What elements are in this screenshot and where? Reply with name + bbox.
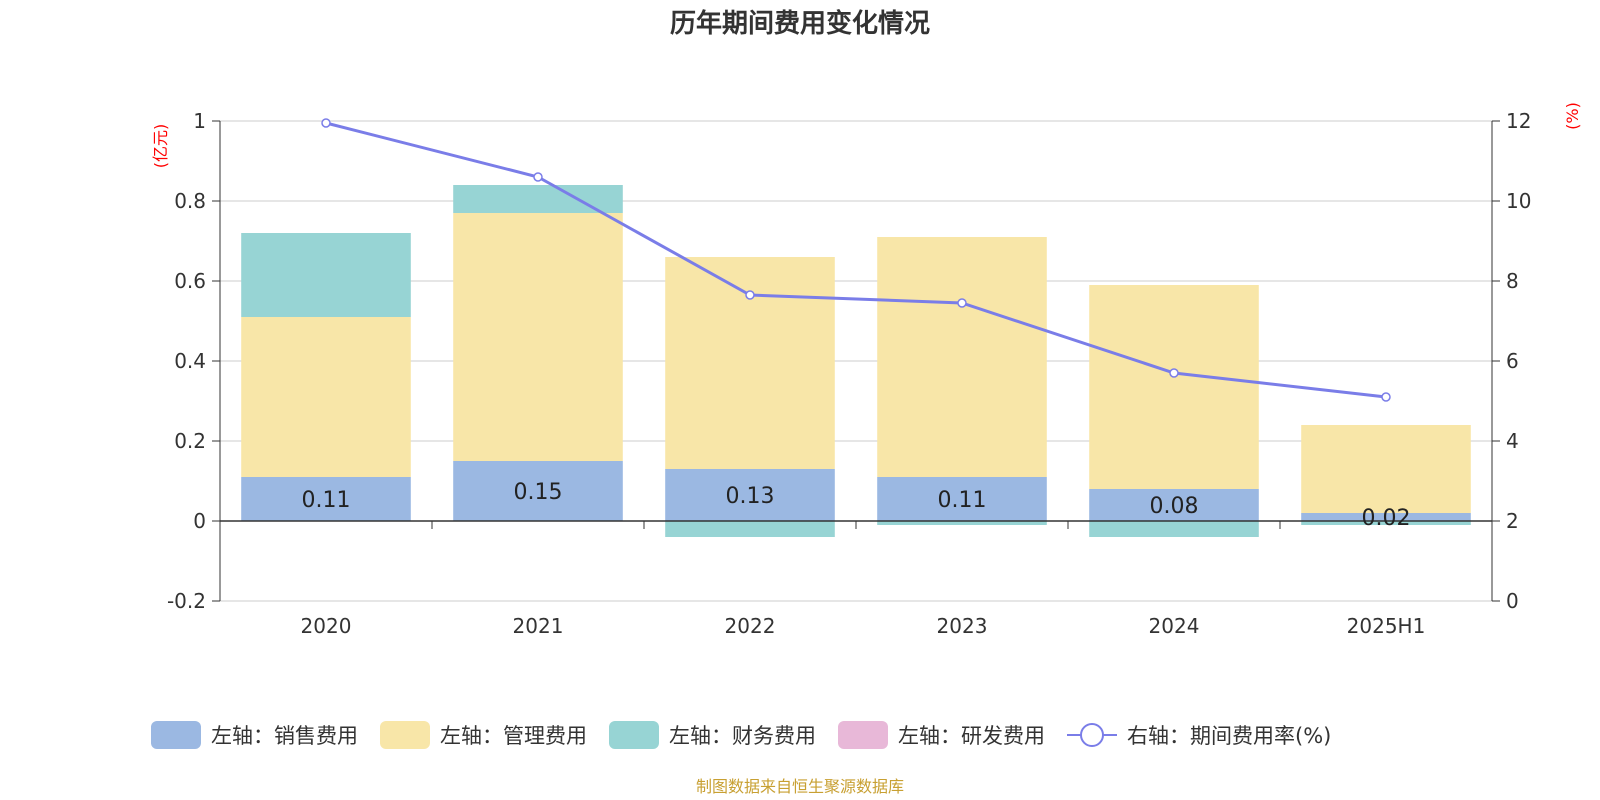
right-tick-label: 2	[1506, 509, 1519, 533]
chart-title: 历年期间费用变化情况	[670, 8, 930, 39]
legend-swatch	[838, 721, 888, 749]
bar-segment	[877, 521, 1047, 525]
legend-item[interactable]: 左轴：管理费用	[380, 721, 587, 749]
bar-data-label: 0.02	[1362, 506, 1411, 531]
bar-segment	[1301, 513, 1471, 521]
legend-swatch	[609, 721, 659, 749]
bar-series	[241, 185, 1471, 537]
left-tick-label: 0.4	[174, 349, 206, 373]
bar-segment	[1301, 425, 1471, 513]
bar-segment	[241, 317, 411, 477]
bar-segment	[241, 233, 411, 317]
line-series	[321, 118, 1391, 402]
bar-segment	[665, 257, 835, 469]
bar-segment	[665, 469, 835, 521]
bar-segment	[453, 461, 623, 521]
left-tick-label: 0.6	[174, 269, 206, 293]
bar-segment	[1301, 521, 1471, 525]
bar-data-label: 0.13	[726, 484, 775, 509]
right-tick-label: 12	[1506, 109, 1531, 133]
left-tick-label: 0	[193, 509, 206, 533]
left-tick-label: -0.2	[167, 589, 206, 613]
bar-segment	[1089, 489, 1259, 521]
left-tick-label: 0.2	[174, 429, 206, 453]
bar-segment	[877, 477, 1047, 521]
rate-point	[957, 298, 967, 308]
legend: 左轴：销售费用 左轴：管理费用 左轴：财务费用 左轴：研发费用 右轴：期间费用率(%)	[151, 721, 1331, 749]
x-tick-label: 2025H1	[1347, 614, 1426, 638]
legend-item[interactable]: 左轴：财务费用	[609, 721, 816, 749]
bar-segment	[1089, 521, 1259, 537]
right-tick-label: 4	[1506, 429, 1519, 453]
x-tick-label: 2024	[1149, 614, 1200, 638]
legend-label: 左轴：销售费用	[211, 724, 358, 748]
legend-swatch	[380, 721, 430, 749]
legend-item[interactable]: 左轴：销售费用	[151, 721, 358, 749]
bar-data-label: 0.15	[514, 480, 563, 505]
data-labels: 0.11 0.15 0.13 0.11 0.08 0.02	[302, 480, 1411, 531]
rate-point	[1381, 392, 1391, 402]
rate-line	[325, 121, 1387, 399]
bar-data-label: 0.11	[302, 488, 351, 513]
legend-label: 左轴：研发费用	[898, 724, 1045, 748]
x-tick-label: 2020	[301, 614, 352, 638]
legend-marker	[1080, 723, 1104, 747]
bar-segment	[665, 521, 835, 537]
right-axis-unit: (%)	[1563, 102, 1582, 130]
rate-point	[745, 290, 755, 300]
x-tick-label: 2023	[937, 614, 988, 638]
left-tick-label: 0.8	[174, 189, 206, 213]
bar-segment	[241, 477, 411, 521]
bar-segment	[1089, 285, 1259, 489]
legend-swatch	[151, 721, 201, 749]
rate-point	[533, 172, 543, 182]
bar-data-label: 0.08	[1150, 494, 1199, 519]
bar-segment	[877, 237, 1047, 477]
legend-item[interactable]: 右轴：期间费用率(%)	[1067, 723, 1331, 748]
source-note: 制图数据来自恒生聚源数据库	[696, 777, 904, 796]
legend-label: 左轴：管理费用	[440, 724, 587, 748]
right-tick-label: 6	[1506, 349, 1519, 373]
left-tick-label: 1	[193, 109, 206, 133]
rate-point	[1169, 368, 1179, 378]
right-tick-label: 0	[1506, 589, 1519, 613]
right-tick-label: 8	[1506, 269, 1519, 293]
right-tick-label: 10	[1506, 189, 1531, 213]
x-tick-label: 2022	[725, 614, 776, 638]
bar-data-label: 0.11	[938, 488, 987, 513]
left-axis-unit: (亿元)	[151, 124, 170, 169]
legend-item[interactable]: 左轴：研发费用	[838, 721, 1045, 749]
legend-label: 左轴：财务费用	[669, 724, 816, 748]
legend-label: 右轴：期间费用率(%)	[1127, 724, 1331, 748]
rate-point	[321, 118, 331, 128]
bar-segment	[453, 213, 623, 461]
x-tick-label: 2021	[513, 614, 564, 638]
